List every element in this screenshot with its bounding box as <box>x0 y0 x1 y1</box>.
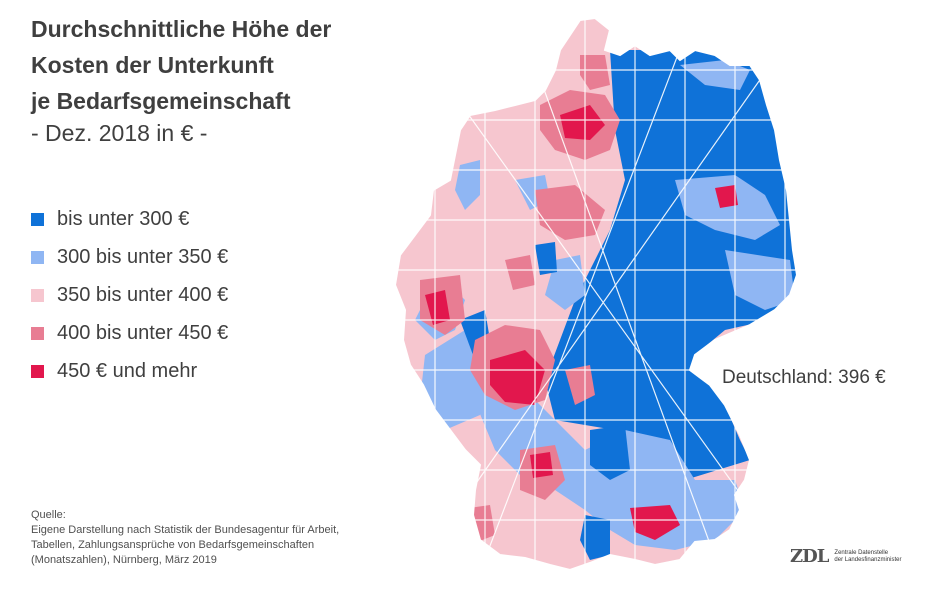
legend-item-5: 450 € und mehr <box>31 352 228 390</box>
legend-swatch-5 <box>31 364 44 378</box>
source-line-1: Quelle: <box>31 509 66 521</box>
logo-text: Zentrale Datenstelle der Landesfinanzmin… <box>834 550 901 564</box>
region-lightblue-ne <box>680 60 750 90</box>
legend: bis unter 300 € 300 bis unter 350 € 350 … <box>31 200 228 390</box>
legend-item-3: 350 bis unter 400 € <box>31 276 228 314</box>
subtitle: - Dez. 2018 in € - <box>31 120 208 146</box>
region-pink-wuerzburg <box>565 365 595 405</box>
region-blue-franconia <box>590 425 630 480</box>
region-lightblue-emsland <box>455 160 480 210</box>
legend-swatch-3 <box>31 288 44 302</box>
region-blue-allgaeu <box>580 515 610 560</box>
legend-label-2: 300 bis unter 350 € <box>57 245 229 268</box>
region-red-stuttgart <box>530 452 553 478</box>
title-line-2: Kosten der Unterkunft <box>31 52 274 78</box>
region-blue-hesse <box>535 242 557 275</box>
region-lightblue-saxony <box>725 250 795 310</box>
legend-swatch-1 <box>31 212 44 226</box>
region-pink-kiel <box>580 55 610 90</box>
title-line-3: je Bedarfsgemeinschaft <box>31 88 291 114</box>
logo-text-line-2: der Landesfinanzminister <box>834 556 902 563</box>
legend-swatch-4 <box>31 326 44 340</box>
region-red-cologne <box>425 290 450 325</box>
map-regions <box>395 18 797 570</box>
title-line-1: Durchschnittliche Höhe der <box>31 16 332 42</box>
legend-label-1: bis unter 300 € <box>57 207 190 230</box>
region-pink-kassel <box>505 255 535 290</box>
germany-outline <box>395 16 799 572</box>
source-note: Quelle: Eigene Darstellung nach Statisti… <box>31 508 371 568</box>
legend-item-2: 300 bis unter 350 € <box>31 238 228 276</box>
region-red-munich <box>630 505 680 540</box>
legend-label-5: 450 € und mehr <box>57 359 198 382</box>
region-borders <box>395 18 797 570</box>
region-east <box>545 50 797 480</box>
source-line-3: Tabellen, Zahlungsansprüche von Bedarfsg… <box>31 539 315 551</box>
chart-title: Durchschnittliche Höhe der Kosten der Un… <box>31 11 391 119</box>
national-average-label: Deutschland: 396 € <box>722 367 886 388</box>
legend-item-4: 400 bis unter 450 € <box>31 314 228 352</box>
region-lightblue-brandenburg <box>675 175 780 240</box>
source-line-2: Eigene Darstellung nach Statistik der Bu… <box>31 524 340 536</box>
legend-label-3: 350 bis unter 400 € <box>57 283 229 306</box>
source-line-4: (Monatszahlen), Nürnberg, März 2019 <box>31 554 217 566</box>
germany-choropleth-map <box>395 16 799 572</box>
region-red-frankfurt <box>490 350 545 405</box>
region-pink-hannover <box>535 185 605 240</box>
logo-mark: ZDL <box>790 546 829 567</box>
legend-item-1: bis unter 300 € <box>31 200 228 238</box>
region-red-berlin <box>715 185 738 208</box>
zdl-logo: ZDL Zentrale Datenstelle der Landesfinan… <box>790 546 901 567</box>
logo-text-line-1: Zentrale Datenstelle <box>834 549 889 556</box>
legend-label-4: 400 bis unter 450 € <box>57 321 229 344</box>
legend-swatch-2 <box>31 250 44 264</box>
region-red-hamburg <box>560 105 605 140</box>
